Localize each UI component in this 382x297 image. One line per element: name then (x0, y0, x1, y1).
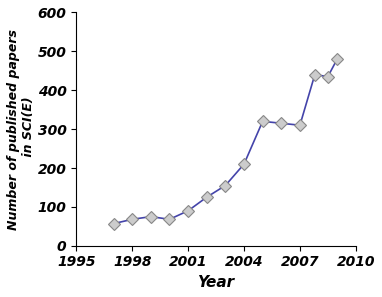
X-axis label: Year: Year (197, 275, 235, 290)
Y-axis label: Number of published papers
 in SCI(E): Number of published papers in SCI(E) (7, 29, 35, 230)
